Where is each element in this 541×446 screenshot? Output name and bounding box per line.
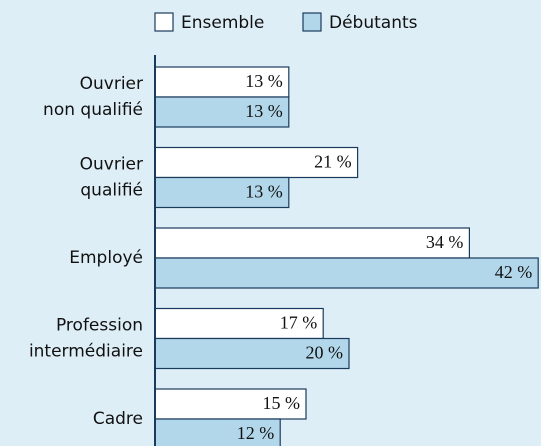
value-label: 34 %	[426, 232, 464, 252]
value-label: 42 %	[495, 262, 533, 282]
category-label: Profession	[56, 316, 143, 336]
bar	[154, 337, 350, 370]
value-label: 20 %	[306, 343, 344, 363]
legend-swatch	[154, 12, 174, 32]
value-label: 13 %	[245, 71, 283, 91]
category-label: Ouvrier	[80, 155, 143, 175]
legend-label: Ensemble	[181, 13, 264, 33]
value-label: 21 %	[314, 152, 352, 172]
category-label: non qualifié	[43, 100, 143, 120]
bar	[154, 257, 539, 289]
value-label: 12 %	[237, 423, 275, 443]
category-label: Ouvrier	[80, 74, 143, 94]
value-label: 13 %	[245, 182, 283, 202]
bar	[154, 227, 470, 259]
bar	[154, 66, 290, 98]
category-label: qualifié	[80, 181, 143, 201]
bar	[154, 96, 290, 128]
category-label: intermédiaire	[29, 342, 143, 362]
bar	[154, 146, 359, 179]
legend-label: Débutants	[329, 13, 418, 33]
value-label: 15 %	[263, 393, 301, 413]
category-label: Employé	[69, 248, 143, 268]
bar	[154, 176, 290, 209]
legend-swatch	[302, 12, 322, 32]
category-label: Cadre	[93, 409, 143, 429]
value-label: 13 %	[245, 101, 283, 121]
value-label: 17 %	[280, 313, 318, 333]
bar	[154, 388, 307, 420]
